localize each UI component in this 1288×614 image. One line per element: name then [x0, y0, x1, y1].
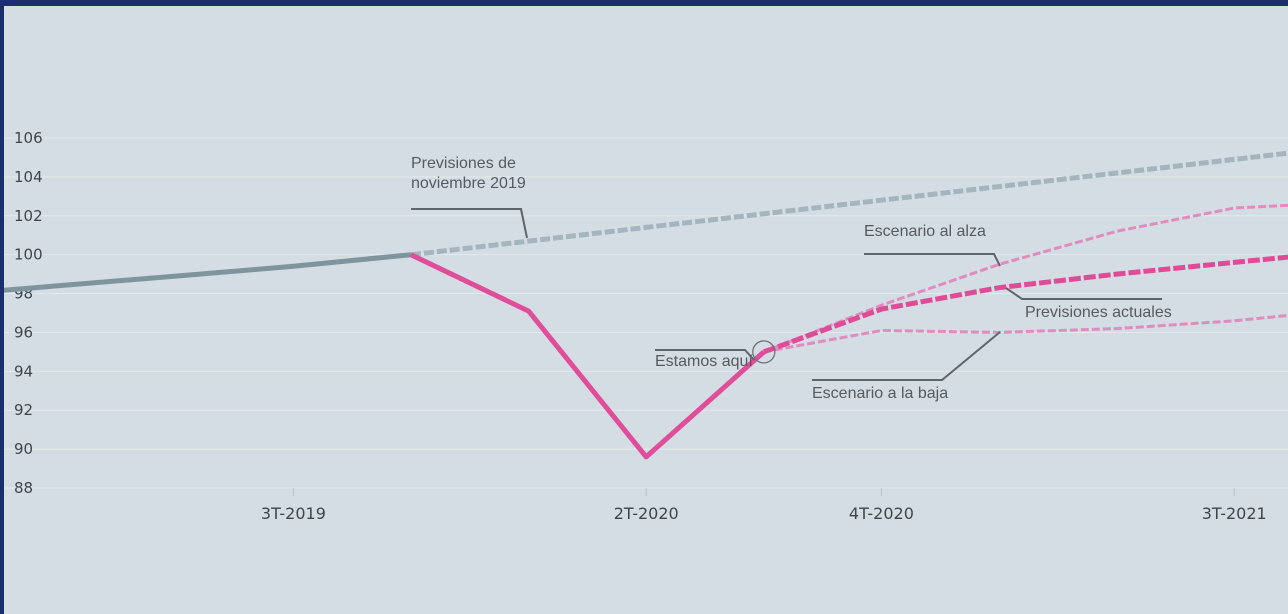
x-tick-label: 2T-2020	[614, 504, 679, 523]
leader-estamos-aqui	[655, 349, 755, 361]
leader-previsiones-actuales	[1005, 287, 1162, 300]
series-line-historico	[4, 252, 412, 293]
y-tick-label: 88	[14, 479, 33, 497]
annotation-estamos-aqui: Estamos aquí	[655, 353, 753, 370]
series-line-real	[409, 252, 766, 460]
current-position-marker	[752, 340, 776, 364]
series-line-previsiones-de-noviembre-2019	[410, 150, 1288, 258]
annotation-prevision-noviembre-1: Previsiones de	[411, 155, 516, 172]
annotation-prevision-noviembre-2: noviembre 2019	[411, 175, 526, 192]
leader-prevision-noviembre	[411, 208, 528, 239]
x-axis: 3T-2019 2T-2020 4T-2020 3T-2021	[261, 488, 1267, 523]
chart-frame: 106 104 102 100 98 96 94 92 90 88 3T-2019 2T-2020 4…	[4, 6, 1288, 614]
y-tick-label: 106	[14, 129, 43, 147]
y-tick-label: 96	[14, 323, 33, 341]
leader-escenario-baja	[812, 331, 1001, 381]
series-line-escenario-a-la-baja	[763, 313, 1288, 354]
annotation-escenario-alza: Escenario al alza	[864, 223, 986, 240]
annotation-escenario-baja: Escenario a la baja	[812, 385, 948, 402]
series-line-escenario-al-alza	[763, 203, 1288, 354]
annotation-previsiones-actuales: Previsiones actuales	[1025, 304, 1172, 321]
annotations: Previsiones de noviembre 2019 Escenario …	[411, 155, 1172, 402]
y-tick-label: 104	[14, 168, 43, 186]
series-line-previsiones-actuales	[762, 254, 1288, 355]
x-tick-label: 3T-2019	[261, 504, 326, 523]
y-tick-label: 90	[14, 440, 33, 458]
series-group	[4, 150, 1288, 460]
x-tick-label: 3T-2021	[1202, 504, 1267, 523]
grid-lines	[4, 137, 1288, 489]
y-tick-label: 92	[14, 401, 33, 419]
y-tick-label: 100	[14, 246, 43, 264]
x-tick-label: 4T-2020	[849, 504, 914, 523]
y-tick-label: 94	[14, 362, 33, 380]
y-tick-label: 102	[14, 207, 43, 225]
leader-escenario-alza	[864, 253, 1001, 267]
